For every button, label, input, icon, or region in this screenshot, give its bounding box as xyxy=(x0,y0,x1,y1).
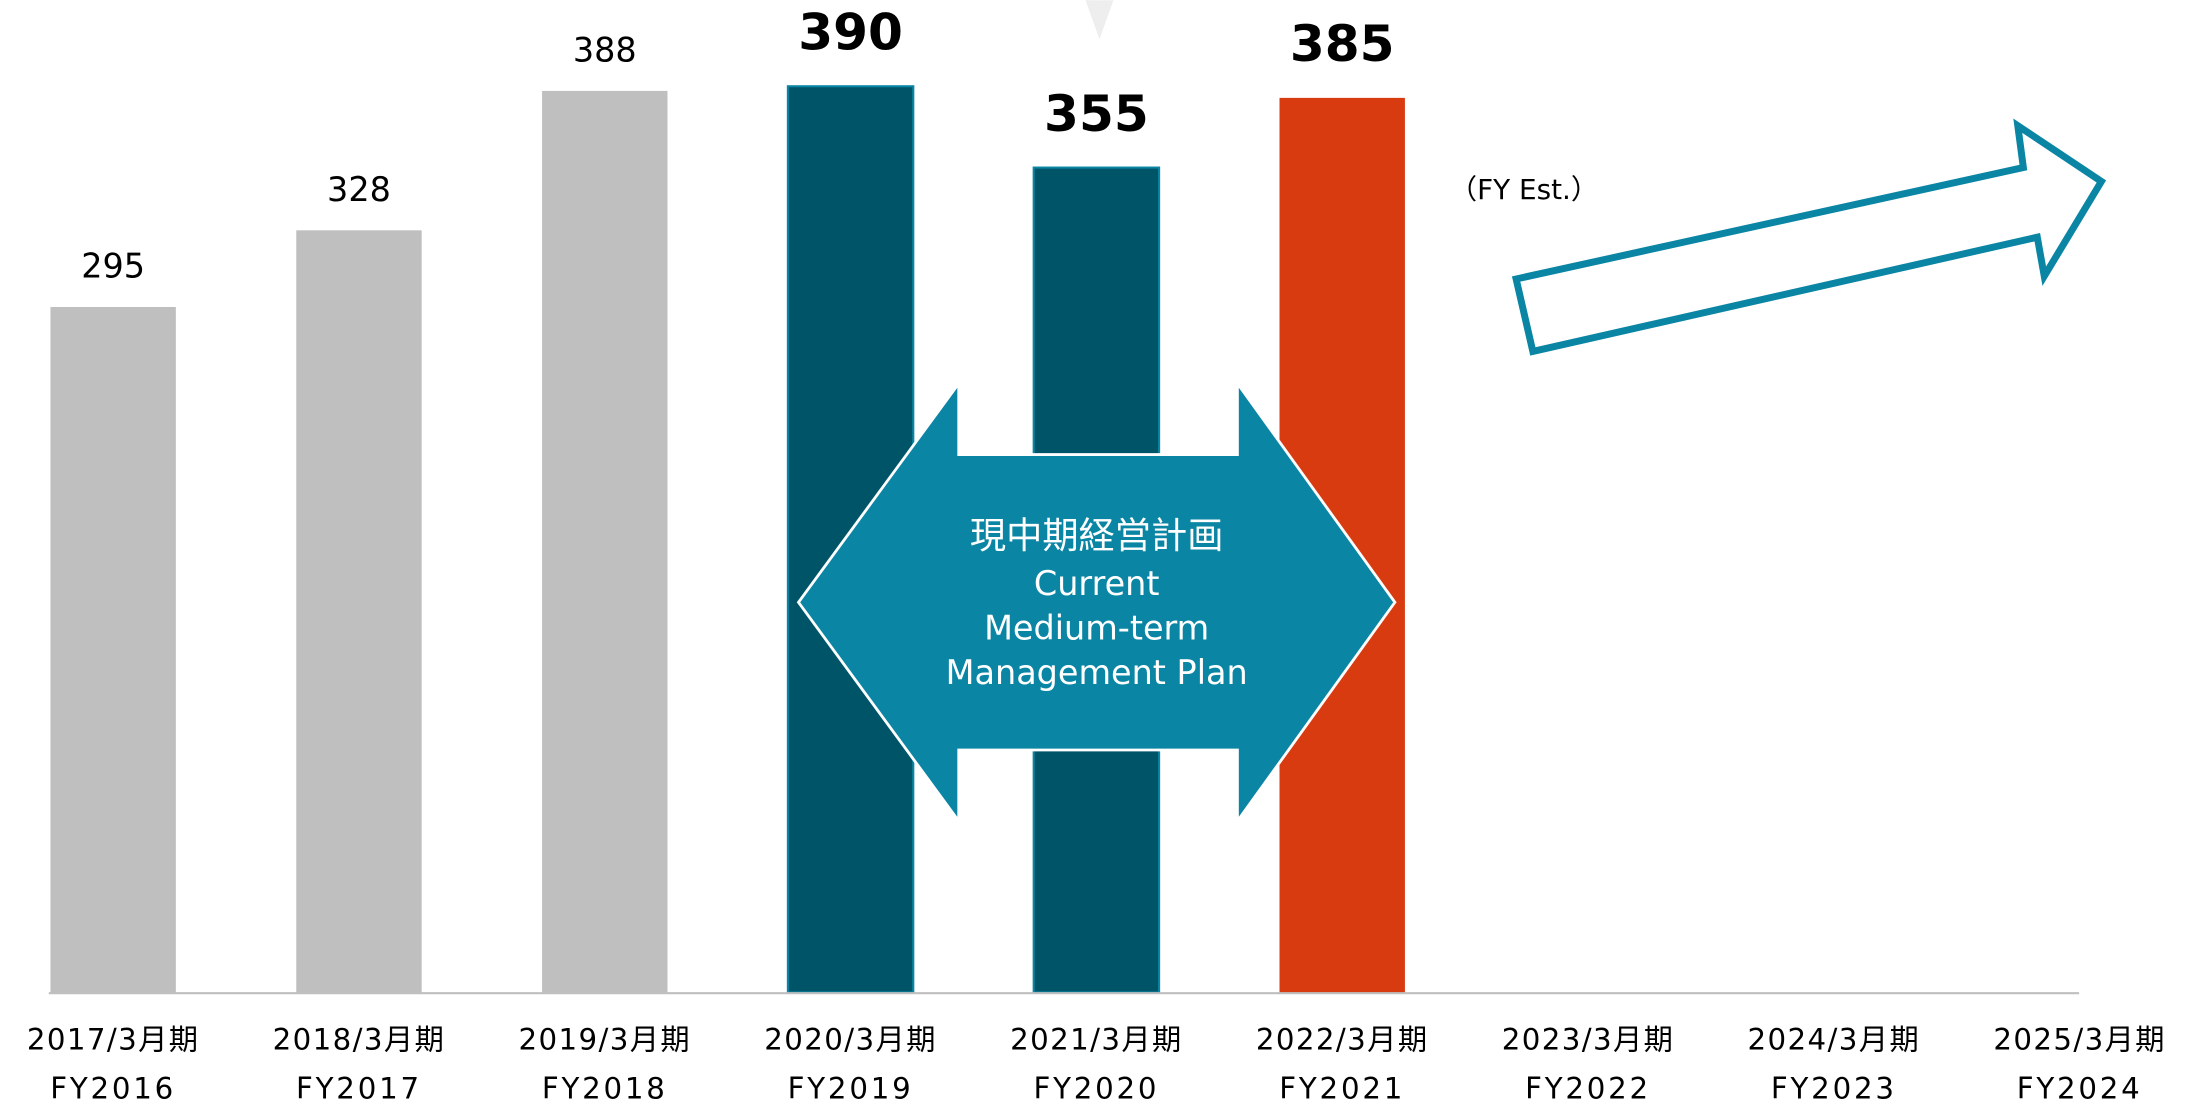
growth-arrow xyxy=(1511,118,2107,356)
plan-label: Medium-term xyxy=(984,609,1209,648)
x-tick-label: 2021/3月期 xyxy=(1010,1023,1183,1057)
bar xyxy=(542,90,668,993)
x-tick-label: FY2023 xyxy=(1771,1071,1897,1105)
x-tick-label: 2022/3月期 xyxy=(1256,1023,1429,1057)
x-tick-label: FY2024 xyxy=(2017,1071,2143,1105)
x-tick-label: FY2022 xyxy=(1525,1071,1651,1105)
x-tick-label: 2020/3月期 xyxy=(764,1023,937,1057)
data-label: 390 xyxy=(798,3,903,62)
data-label: 385 xyxy=(1290,14,1395,73)
plan-arrow xyxy=(796,379,1397,826)
bar xyxy=(50,306,176,993)
plan-label: Management Plan xyxy=(946,653,1248,692)
x-tick-label: 2019/3月期 xyxy=(518,1023,691,1057)
annotation: （FY Est.） xyxy=(1449,173,1599,206)
plan-label: 現中期経営計画 xyxy=(970,514,1224,557)
plan-label: Current xyxy=(1034,564,1160,603)
data-label: 355 xyxy=(1044,84,1149,143)
x-tick-label: FY2016 xyxy=(50,1071,176,1105)
x-tick-label: FY2018 xyxy=(542,1071,668,1105)
x-tick-label: 2023/3月期 xyxy=(1502,1023,1675,1057)
x-tick-label: 2024/3月期 xyxy=(1748,1023,1921,1057)
x-tick-label: FY2021 xyxy=(1279,1071,1405,1105)
data-label: 388 xyxy=(573,30,637,69)
x-tick-label: 2025/3月期 xyxy=(1993,1023,2166,1057)
x-tick-label: FY2017 xyxy=(296,1071,422,1105)
pointer xyxy=(1085,0,1114,40)
bar xyxy=(296,230,422,993)
data-label: 295 xyxy=(81,246,145,285)
x-tick-label: 2017/3月期 xyxy=(27,1023,200,1057)
x-tick-label: FY2019 xyxy=(788,1071,914,1105)
x-tick-label: 2018/3月期 xyxy=(273,1023,446,1057)
data-label: 328 xyxy=(327,170,391,209)
x-tick-label: FY2020 xyxy=(1033,1071,1159,1105)
